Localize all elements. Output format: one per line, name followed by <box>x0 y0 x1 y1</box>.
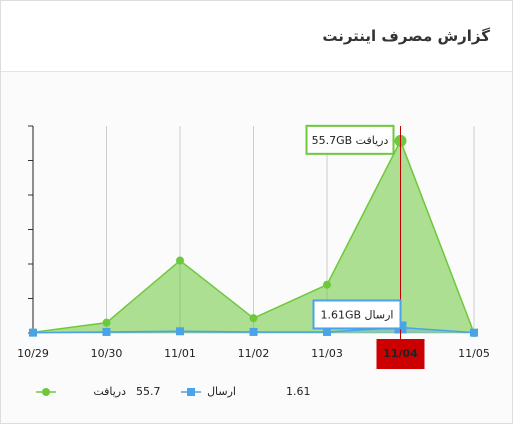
x-tick-label: 11/01 <box>164 347 196 360</box>
point <box>176 256 184 265</box>
header <box>1 1 512 72</box>
point <box>323 327 331 336</box>
point <box>470 328 478 337</box>
x-highlight-box <box>376 339 425 369</box>
legend-label: دریافت <box>93 385 126 398</box>
card-title: گزارش مصرف اینترنت <box>322 27 490 45</box>
point <box>176 327 184 336</box>
tooltip-text: دریافت 55.7GB <box>312 134 389 147</box>
area <box>33 327 474 333</box>
point <box>323 280 331 289</box>
point <box>102 318 111 327</box>
legend-marker <box>187 388 195 396</box>
x-tick-label: 11/02 <box>238 347 270 360</box>
area <box>33 140 474 333</box>
legend-marker <box>42 388 50 396</box>
legend-value: 55.7 <box>136 385 161 398</box>
x-tick-label: 11/03 <box>311 347 343 360</box>
tooltip-text: ارسال 1.61GB <box>321 308 394 321</box>
x-tick-label: 10/30 <box>91 347 123 360</box>
legend-value: 1.61 <box>286 385 311 398</box>
point <box>29 328 37 337</box>
point <box>249 327 258 336</box>
tooltip <box>312 299 402 330</box>
point <box>249 314 258 323</box>
x-tick-label: 11/05 <box>458 347 490 360</box>
x-tick-label: 11/04 <box>383 347 418 360</box>
x-tick-label: 10/29 <box>17 347 49 360</box>
legend-label: ارسال <box>207 385 236 398</box>
tooltip <box>305 124 395 155</box>
point <box>102 327 111 336</box>
